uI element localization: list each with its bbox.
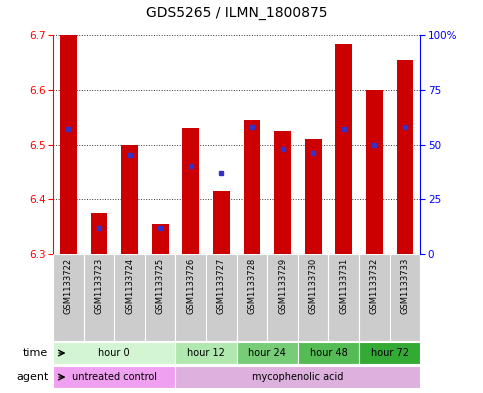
Text: mycophenolic acid: mycophenolic acid	[252, 372, 343, 382]
Bar	[213, 191, 230, 254]
Bar	[91, 213, 107, 254]
Bar	[206, 254, 237, 341]
Bar	[243, 120, 260, 254]
Text: GSM1133722: GSM1133722	[64, 258, 73, 314]
Text: hour 72: hour 72	[370, 348, 409, 358]
Bar	[359, 254, 390, 341]
Bar	[305, 139, 322, 254]
Bar	[53, 342, 175, 364]
Bar	[175, 366, 420, 388]
Bar	[121, 145, 138, 254]
Text: GSM1133725: GSM1133725	[156, 258, 165, 314]
Bar	[84, 254, 114, 341]
Bar	[359, 342, 420, 364]
Text: GSM1133724: GSM1133724	[125, 258, 134, 314]
Bar	[60, 35, 77, 254]
Text: hour 24: hour 24	[248, 348, 286, 358]
Bar	[183, 128, 199, 254]
Bar	[335, 44, 352, 254]
Bar	[145, 254, 175, 341]
Text: GSM1133731: GSM1133731	[339, 258, 348, 314]
Bar	[298, 254, 328, 341]
Bar	[274, 131, 291, 254]
Text: untreated control: untreated control	[72, 372, 157, 382]
Text: GSM1133729: GSM1133729	[278, 258, 287, 314]
Text: hour 48: hour 48	[310, 348, 347, 358]
Bar	[175, 342, 237, 364]
Bar	[53, 366, 175, 388]
Bar	[267, 254, 298, 341]
Text: GSM1133726: GSM1133726	[186, 258, 195, 314]
Bar	[328, 254, 359, 341]
Text: GSM1133728: GSM1133728	[247, 258, 256, 314]
Bar	[152, 224, 169, 254]
Text: GSM1133733: GSM1133733	[400, 258, 410, 314]
Bar	[175, 254, 206, 341]
Bar	[390, 254, 420, 341]
Bar	[366, 90, 383, 254]
Text: GDS5265 / ILMN_1800875: GDS5265 / ILMN_1800875	[146, 6, 327, 20]
Text: hour 0: hour 0	[99, 348, 130, 358]
Bar	[114, 254, 145, 341]
Bar	[237, 254, 267, 341]
Text: GSM1133732: GSM1133732	[370, 258, 379, 314]
Bar	[298, 342, 359, 364]
Text: hour 12: hour 12	[187, 348, 225, 358]
Text: GSM1133730: GSM1133730	[309, 258, 318, 314]
Text: agent: agent	[16, 372, 48, 382]
Bar	[397, 60, 413, 254]
Text: GSM1133727: GSM1133727	[217, 258, 226, 314]
Text: time: time	[23, 348, 48, 358]
Bar	[53, 254, 84, 341]
Bar	[237, 342, 298, 364]
Text: GSM1133723: GSM1133723	[95, 258, 103, 314]
